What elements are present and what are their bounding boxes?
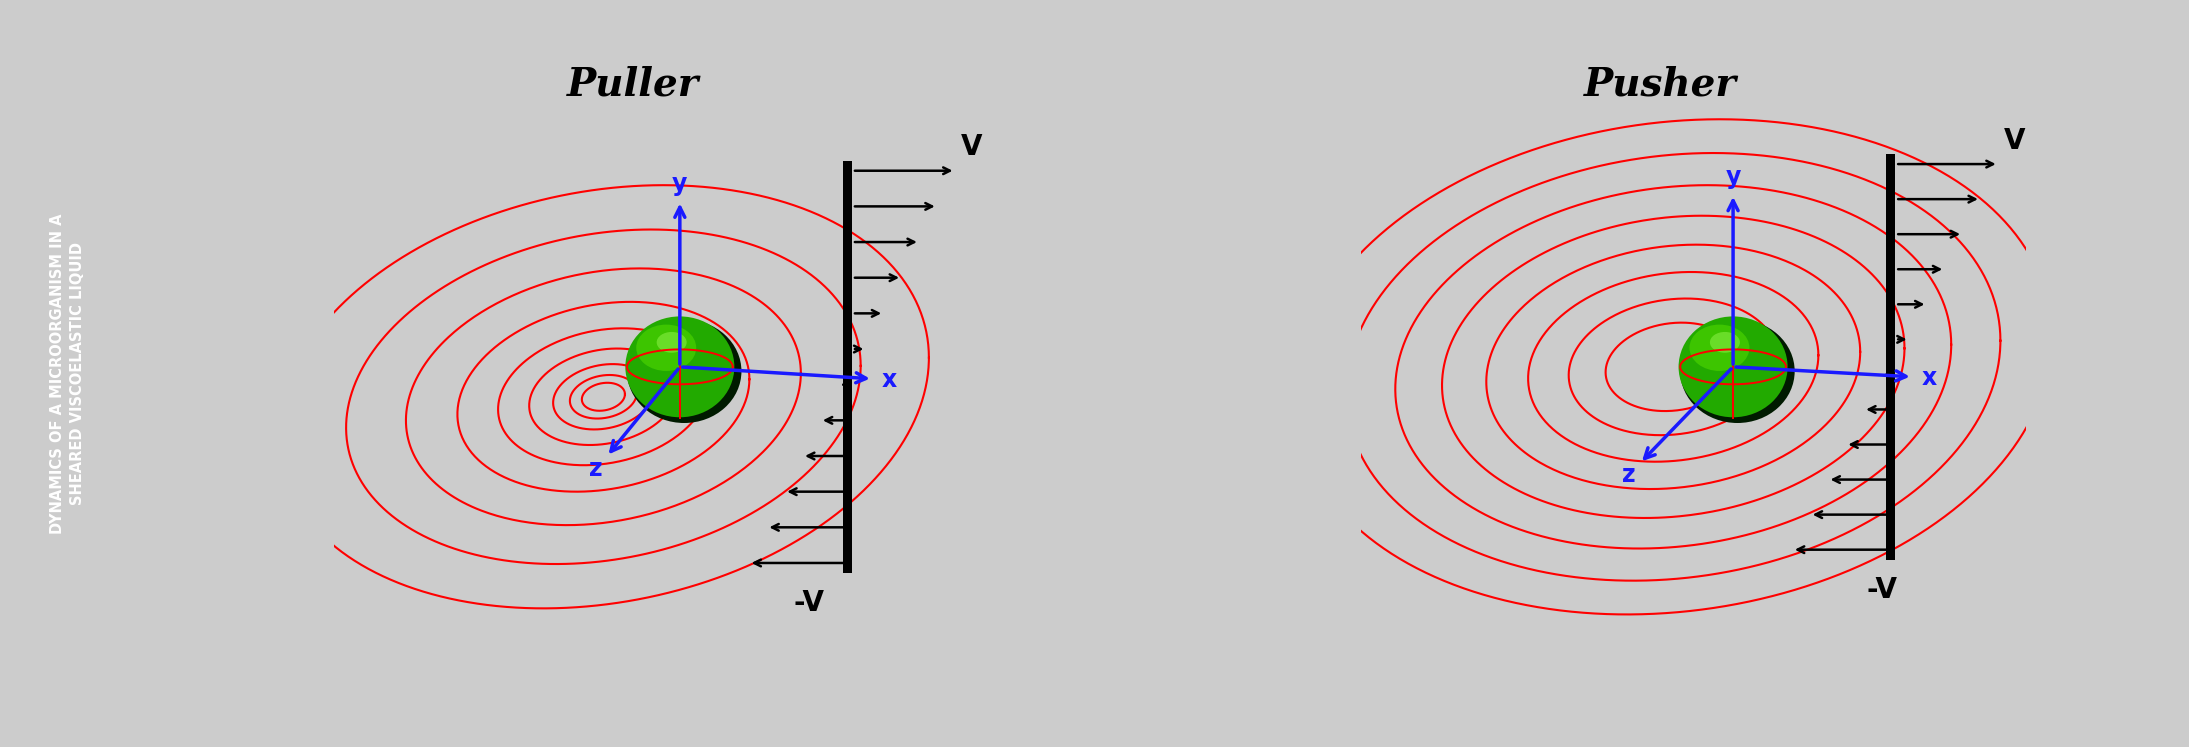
- Ellipse shape: [1710, 332, 1740, 353]
- Ellipse shape: [626, 320, 742, 423]
- Text: Puller: Puller: [567, 65, 700, 103]
- Ellipse shape: [1690, 325, 1749, 371]
- Ellipse shape: [1681, 320, 1795, 423]
- Ellipse shape: [1679, 317, 1788, 418]
- Text: y: y: [1725, 165, 1740, 190]
- Text: Pusher: Pusher: [1583, 65, 1736, 103]
- Text: y: y: [672, 172, 687, 196]
- Ellipse shape: [657, 332, 687, 353]
- Text: z: z: [589, 457, 602, 482]
- Text: x: x: [882, 368, 897, 392]
- Ellipse shape: [637, 325, 696, 371]
- Text: -V: -V: [795, 589, 825, 617]
- Ellipse shape: [626, 317, 733, 418]
- Text: z: z: [1622, 463, 1635, 487]
- Text: V: V: [2005, 127, 2025, 155]
- Text: -V: -V: [1867, 576, 1898, 604]
- Polygon shape: [843, 161, 852, 573]
- Text: V: V: [961, 134, 983, 161]
- Text: DYNAMICS OF A MICROORGANISM IN A
SHEARED VISCOELASTIC LIQUID: DYNAMICS OF A MICROORGANISM IN A SHEARED…: [50, 213, 85, 534]
- Polygon shape: [1887, 154, 1896, 560]
- Text: x: x: [1922, 366, 1937, 390]
